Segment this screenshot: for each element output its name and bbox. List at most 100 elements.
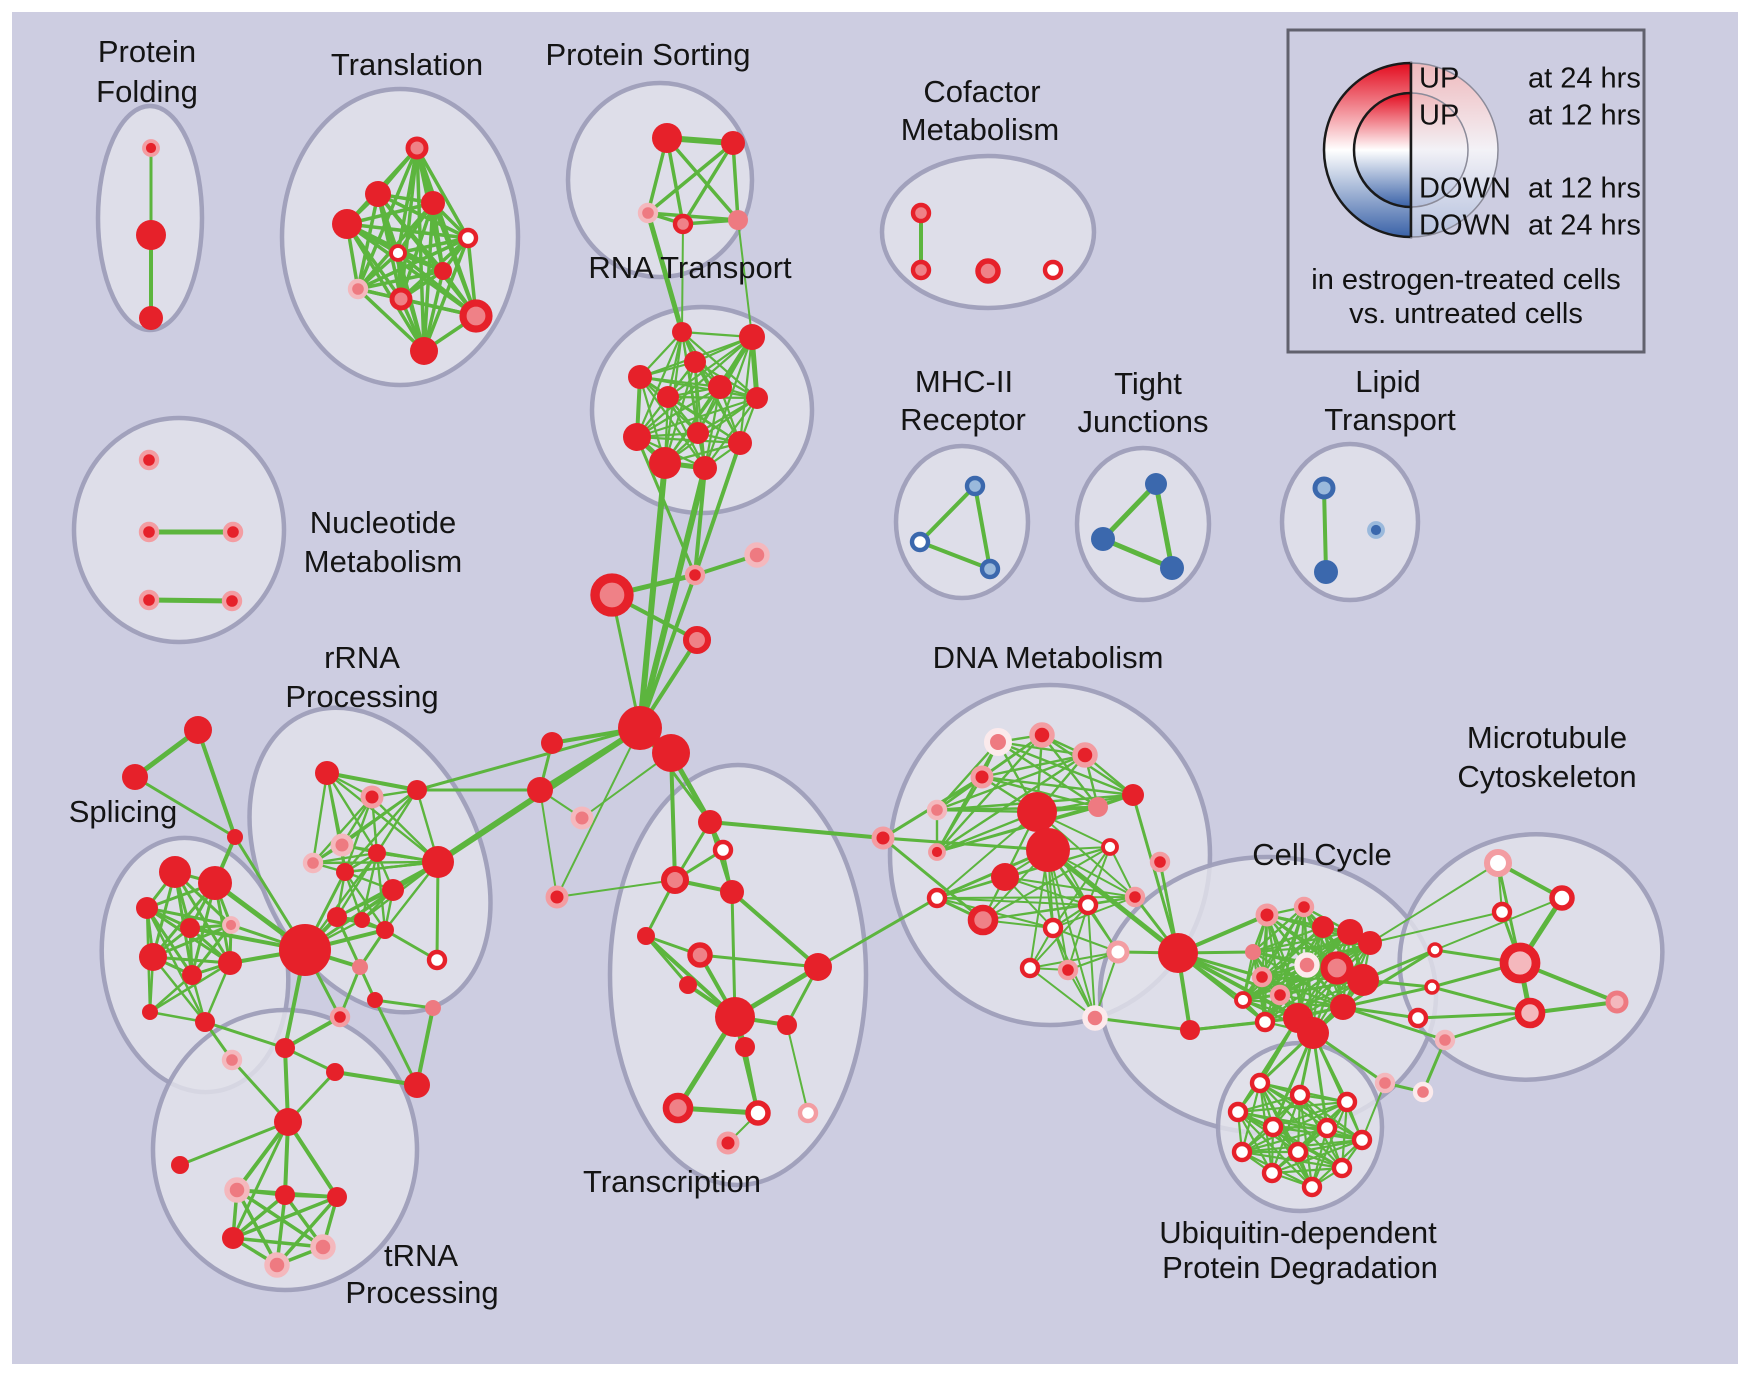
edge [422,236,470,353]
edge [698,953,820,969]
node-M3 [979,558,1001,580]
node-TH [274,1108,302,1136]
node-J2 [1091,527,1115,551]
node-CJ [1234,991,1252,1009]
node-J3 [1160,556,1184,580]
node-T2 [365,181,391,207]
cluster-ellipse-protein-sorting [565,80,755,280]
node-CF3 [975,258,1001,284]
edge [666,335,754,399]
edge [703,335,754,470]
edge [1271,1125,1364,1142]
node-C4 [682,625,712,655]
legend-time-label: at 24 hrs [1528,210,1641,242]
node-U11 [1331,1157,1353,1179]
node-T10 [459,299,493,333]
edge [1341,948,1437,1009]
edge [646,141,735,215]
node-DM20 [1019,957,1041,979]
node-DM8 [1017,792,1057,832]
node-R3 [684,351,706,373]
node-SP7 [182,965,202,985]
node-TN5 [310,1234,336,1260]
cluster-label-tight-junctions: Junctions [1078,404,1209,439]
edge [1369,862,1499,944]
edge [325,771,379,855]
node-R9 [687,422,709,444]
edge [1236,1016,1300,1114]
node-CF [1294,952,1320,978]
node-TN1 [224,1177,250,1203]
node-PF1 [142,139,160,157]
edge [666,395,759,400]
node-DM2 [1029,722,1055,748]
node-TS5 [637,927,655,945]
cluster-label-ubiquitin-degradation: Ubiquitin-dependent [1159,1215,1437,1250]
node-MC1 [1483,848,1513,878]
node-PS5 [728,210,748,230]
node-R6 [657,386,679,408]
edge [1312,1032,1363,1141]
node-RR4 [330,833,354,857]
node-M1 [964,475,986,497]
node-T7 [434,262,452,280]
node-C3 [590,573,634,617]
edge [973,484,992,571]
edge [980,775,1135,797]
node-T9 [389,287,413,311]
legend-inner-circle-left [1352,91,1413,209]
node-P2 [1412,1081,1434,1103]
edge [375,851,387,932]
node-H2 [652,734,690,772]
node-SP1 [159,856,191,888]
cluster-label-trna-processing: Processing [345,1275,498,1310]
node-DM13 [1101,838,1119,856]
node-U1 [1249,1072,1271,1094]
edge [373,998,419,1087]
node-P3 [1434,1029,1456,1051]
edge [935,733,1044,854]
node-PF3 [139,306,163,330]
node-U6 [1316,1117,1338,1139]
edge [918,484,977,544]
edge [1188,1016,1300,1032]
edge [635,385,722,439]
node-PS4 [672,213,694,235]
node-MC7 [1407,1007,1429,1029]
node-CF1 [910,202,932,224]
edge [637,460,668,731]
node-R12 [693,456,717,480]
node-J1 [1145,473,1167,495]
edge [881,836,985,922]
node-TS3 [660,865,690,895]
node-N3 [222,521,244,543]
cluster-ellipse-cofactor-metabolism [879,153,1097,311]
edge [982,846,1111,921]
edge [1322,486,1328,574]
node-U4 [1227,1101,1249,1123]
cluster-label-tight-junctions: Tight [1114,366,1182,401]
edge [935,775,984,854]
node-U5 [1262,1116,1284,1138]
node-DM5 [926,799,948,821]
edge [203,1020,287,1050]
node-TN4 [222,1227,244,1249]
edge [133,775,237,839]
node-T6 [389,244,407,262]
node-CC3 [1358,931,1382,955]
cluster-label-lipid-transport: Lipid [1355,364,1421,399]
edge [231,1195,339,1240]
node-T4 [332,209,362,239]
node-R7 [746,387,768,409]
edge [786,1024,809,1114]
edge [1369,911,1503,944]
node-L2 [1314,560,1338,584]
node-DM16 [926,887,948,909]
cluster-ellipse-lipid-transport [1279,441,1421,603]
edge [1311,941,1372,1035]
edge [283,1015,342,1050]
edge [610,593,642,730]
node-R10 [728,431,752,455]
node-TB2 [275,1038,295,1058]
node-R11 [649,447,681,479]
